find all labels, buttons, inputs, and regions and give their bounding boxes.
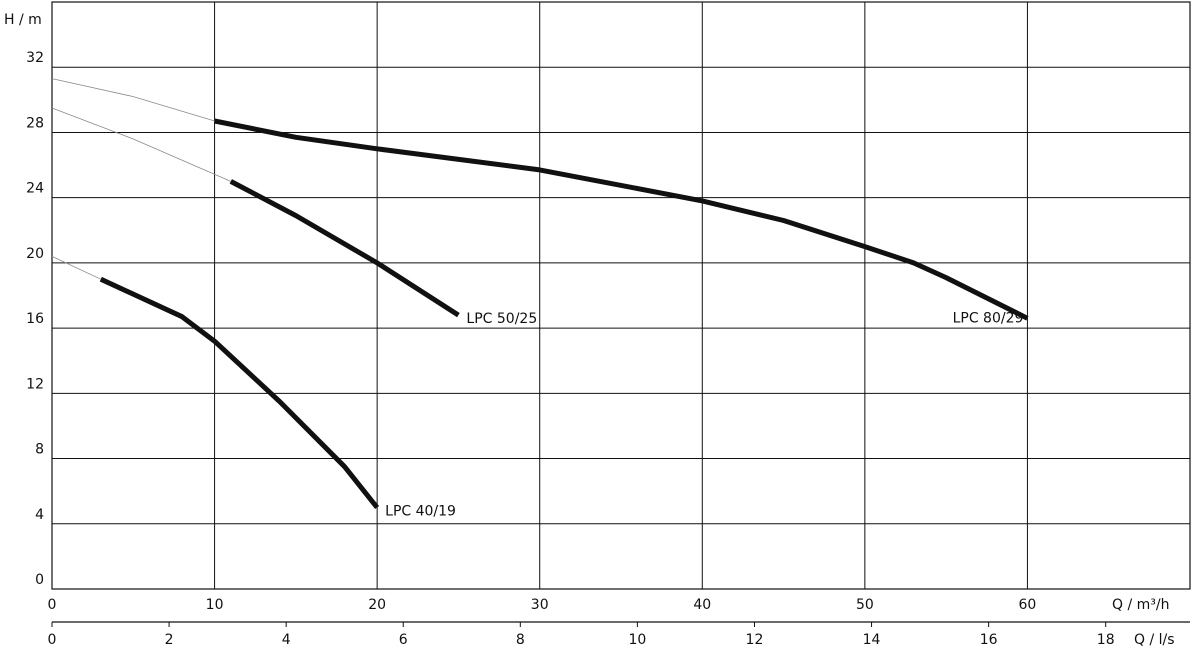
- x-tick-label: 10: [206, 597, 224, 613]
- y-tick-label: 32: [26, 50, 44, 66]
- x2-tick-label: 6: [399, 632, 408, 648]
- x-tick-label: 30: [531, 597, 549, 613]
- x2-tick-label: 8: [516, 632, 525, 648]
- x2-tick-label: 16: [980, 632, 998, 648]
- x-tick-label: 60: [1019, 597, 1037, 613]
- x-axis-title: Q / m³/h: [1112, 597, 1169, 613]
- x-tick-label: 40: [693, 597, 711, 613]
- x-tick-label: 50: [856, 597, 874, 613]
- curve-extension: [51, 107, 231, 182]
- curve-extension: [51, 78, 215, 122]
- curve-label: LPC 40/19: [385, 503, 456, 519]
- y-tick-label: 8: [35, 442, 44, 458]
- x-tick-label: 20: [368, 597, 386, 613]
- pump-curve: [99, 276, 380, 510]
- pump-curve: [214, 118, 1029, 321]
- curve-label: LPC 80/29: [953, 310, 1024, 326]
- y-tick-label: 28: [26, 115, 44, 131]
- x2-axis-title: Q / l/s: [1134, 632, 1175, 648]
- curve-extension: [51, 256, 101, 280]
- x2-tick-label: 2: [165, 632, 174, 648]
- x2-tick-label: 14: [863, 632, 881, 648]
- x-tick-label: 0: [48, 597, 57, 613]
- x2-tick-label: 0: [48, 632, 57, 648]
- x2-tick-label: 10: [628, 632, 646, 648]
- x2-tick-label: 4: [282, 632, 291, 648]
- y-tick-label: 20: [26, 246, 44, 262]
- pump-curve: [229, 179, 460, 318]
- y-tick-label: 4: [35, 507, 44, 523]
- y-tick-label: 24: [26, 181, 44, 197]
- y-tick-label: 12: [26, 376, 44, 392]
- y-tick-label: 16: [26, 311, 44, 327]
- y-tick-label: 0: [35, 572, 44, 588]
- y-axis-title: H / m: [4, 12, 42, 28]
- x2-tick-label: 18: [1097, 632, 1115, 648]
- plot-frame: [51, 1, 1191, 590]
- curve-label: LPC 50/25: [466, 311, 537, 327]
- x2-tick-label: 12: [746, 632, 764, 648]
